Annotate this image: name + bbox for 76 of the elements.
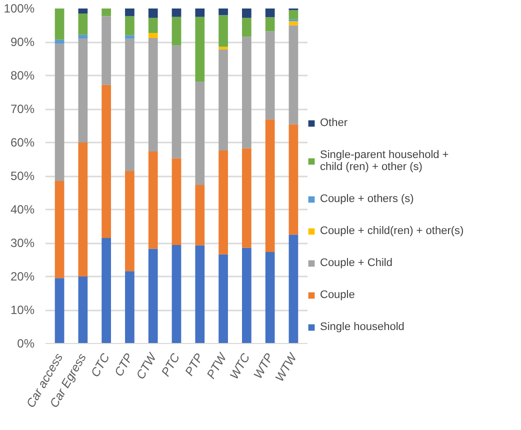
bar [242, 18, 252, 37]
bar [195, 185, 205, 246]
legend-label: Couple + others (s) [320, 193, 414, 205]
bar [125, 16, 134, 36]
y-tick-label: 10% [10, 303, 35, 317]
bar [218, 46, 228, 50]
bar [218, 254, 228, 344]
bar [265, 252, 275, 344]
bar [265, 8, 275, 18]
bar [54, 278, 64, 344]
bar [148, 18, 158, 33]
bar [288, 124, 298, 235]
bar [148, 8, 158, 18]
y-tick-label: 60% [10, 136, 35, 150]
bar [78, 142, 88, 276]
bar [125, 38, 134, 171]
bar [172, 45, 182, 158]
bar [148, 152, 158, 249]
bar [54, 181, 64, 278]
bar [78, 276, 88, 344]
bar [125, 170, 134, 272]
y-tick-label: 40% [10, 202, 35, 216]
bar [218, 8, 228, 16]
bar [125, 8, 134, 16]
legend-label: Couple + Child [320, 257, 392, 269]
bar [54, 40, 64, 44]
bar [242, 8, 252, 18]
bar [172, 8, 182, 17]
legend-label: Couple [320, 289, 355, 301]
y-tick-label: 70% [10, 102, 35, 116]
bar [288, 10, 298, 20]
bar [242, 36, 252, 148]
bar [265, 31, 275, 120]
bar [102, 84, 111, 238]
bar [172, 245, 182, 344]
legend-label: Single household [320, 321, 404, 333]
bar [195, 82, 205, 186]
bar [242, 148, 252, 248]
bar [54, 44, 64, 182]
legend-label: Single-parent household + child (ren) + other (s) [320, 149, 449, 173]
y-tick-label: 30% [10, 236, 35, 250]
bar [218, 15, 228, 47]
bar [102, 238, 111, 344]
bar [195, 16, 205, 82]
bar [265, 17, 275, 32]
bar [172, 158, 182, 246]
bar [54, 8, 64, 40]
legend-label: Other [320, 117, 348, 129]
bar [218, 49, 228, 151]
y-tick-label: 80% [10, 68, 35, 82]
bar [78, 14, 88, 35]
legend-label: Couple + child(ren) + other(s) [320, 225, 464, 237]
bar [195, 245, 205, 344]
bar [265, 119, 275, 252]
bar [172, 16, 182, 46]
bar [102, 8, 111, 16]
bar [125, 35, 134, 39]
bar [148, 248, 158, 344]
bar [288, 25, 298, 124]
bar [78, 34, 88, 39]
bar [195, 8, 205, 17]
bar [288, 21, 298, 26]
bar [125, 271, 134, 344]
bar [78, 38, 88, 142]
bar [78, 8, 88, 14]
y-tick-label: 0% [17, 336, 35, 350]
bar [148, 38, 158, 152]
bar [148, 32, 158, 38]
bar [102, 16, 111, 85]
y-tick-label: 90% [10, 35, 35, 49]
y-tick-label: 50% [10, 169, 35, 183]
bar [218, 150, 228, 254]
y-tick-label: 20% [10, 270, 35, 284]
bar [288, 234, 298, 344]
bar [242, 248, 252, 344]
y-tick-label: 100% [4, 2, 35, 16]
